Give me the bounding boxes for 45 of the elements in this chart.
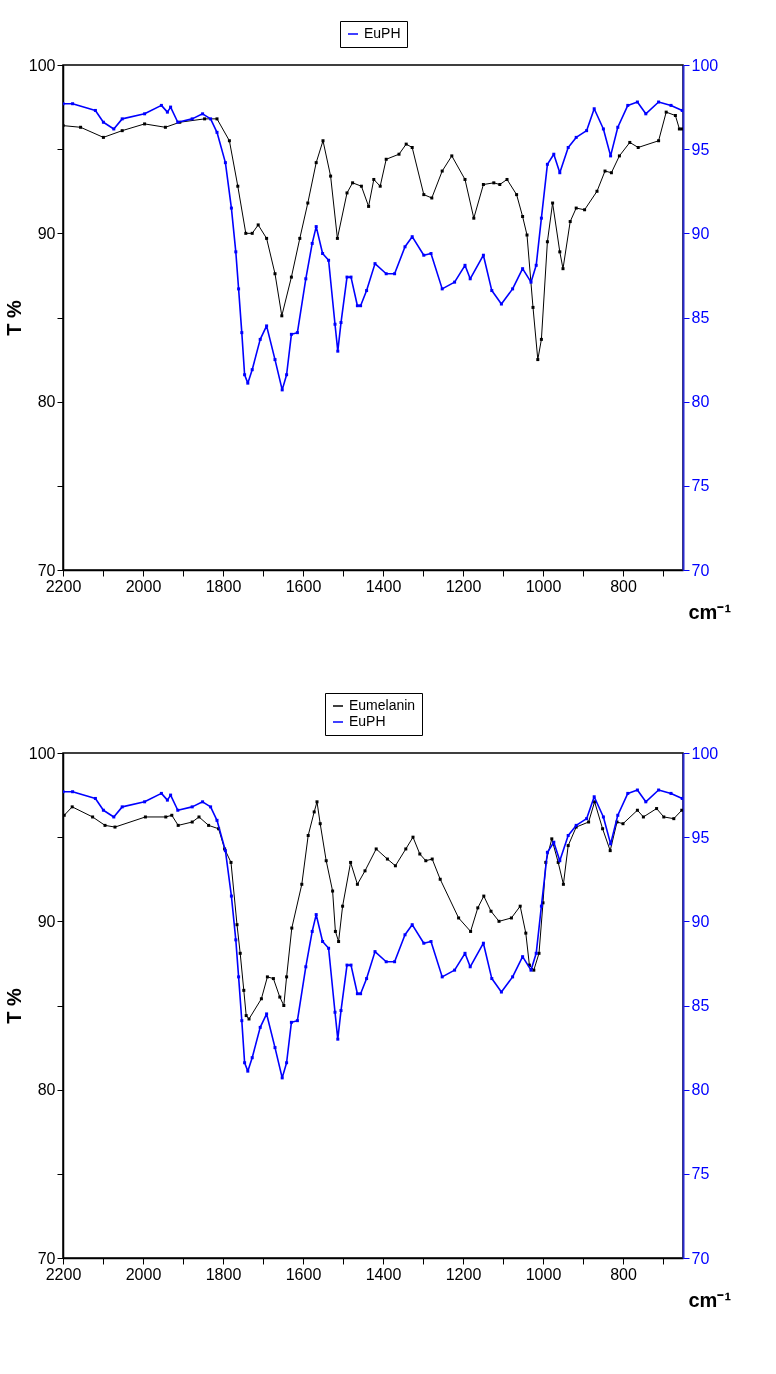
y-tick-label: 100: [28, 56, 56, 74]
x-tick-label: 1200: [445, 577, 482, 595]
x-axis-title: cm⁻¹: [688, 1288, 732, 1311]
x-tick-label: 1400: [365, 577, 402, 595]
y-tick-label: 90: [37, 912, 56, 930]
x-tick-label: 2200: [45, 1265, 82, 1283]
y2-tick-label: 85: [691, 997, 710, 1014]
legend-label: EuPH: [364, 25, 401, 41]
y-axis-title: T %: [2, 300, 25, 336]
y-axis-title: T %: [2, 988, 25, 1024]
y-tick-label: 70: [37, 561, 56, 579]
y2-tick-label: 80: [691, 1081, 710, 1099]
x-tick-label: 1000: [525, 1265, 562, 1283]
x-tick-label: 1600: [285, 577, 322, 595]
y2-tick-label: 90: [691, 224, 710, 242]
x-tick-label: 1000: [525, 577, 562, 595]
y2-tick-label: 100: [691, 744, 719, 762]
y-tick-label: 90: [37, 224, 56, 242]
y2-tick-label: 90: [691, 912, 710, 930]
x-tick-label: 1600: [285, 1265, 322, 1283]
y-tick-label: 80: [37, 1081, 56, 1099]
y2-tick-label: 85: [691, 309, 710, 326]
x-tick-label: 1800: [205, 577, 242, 595]
x-tick-label: 2000: [125, 577, 162, 595]
x-tick-label: 2200: [45, 577, 82, 595]
y2-tick-label: 100: [691, 56, 719, 74]
x-tick-label: 2000: [125, 1265, 162, 1283]
y-tick-label: 80: [37, 393, 56, 411]
x-tick-label: 800: [610, 577, 637, 595]
y-tick-label: 70: [37, 1249, 56, 1267]
x-axis-title: cm⁻¹: [688, 600, 732, 623]
x-tick-label: 1400: [365, 1265, 402, 1283]
x-tick-label: 800: [610, 1265, 637, 1283]
x-tick-label: 1200: [445, 1265, 482, 1283]
y2-tick-label: 95: [691, 828, 710, 846]
legend-label: Eumelanin: [349, 697, 416, 713]
y2-tick-label: 75: [691, 1165, 710, 1183]
y2-tick-label: 80: [691, 393, 710, 411]
y2-tick-label: 70: [691, 561, 710, 579]
y-tick-label: 100: [28, 744, 56, 762]
x-tick-label: 1800: [205, 1265, 242, 1283]
legend-label: EuPH: [349, 713, 386, 729]
y2-tick-label: 75: [691, 477, 710, 495]
y2-tick-label: 95: [691, 140, 710, 158]
y2-tick-label: 70: [691, 1249, 710, 1267]
